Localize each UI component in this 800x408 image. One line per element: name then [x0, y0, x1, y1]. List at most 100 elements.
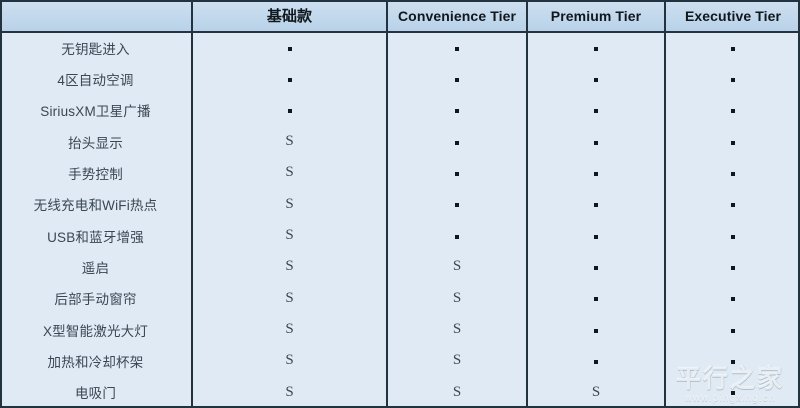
table-row: 无钥匙进入	[0, 32, 800, 64]
feature-label-cell: 电吸门	[0, 376, 193, 408]
standard-square-icon	[731, 140, 735, 145]
standard-square-icon	[455, 171, 459, 176]
value-cell-premium-tier	[527, 313, 666, 346]
value-cell-executive-tier	[665, 313, 800, 346]
value-cell-base-tier: S	[192, 345, 388, 377]
header-row: 基础款 Convenience Tier Premium Tier Execut…	[0, 0, 800, 33]
value-cell-premium-tier	[527, 345, 666, 377]
value-cell-base-tier	[192, 94, 388, 126]
header-cell-executive-tier: Executive Tier	[665, 0, 800, 33]
standard-square-icon	[455, 234, 459, 239]
table-row: SiriusXM卫星广播	[0, 94, 800, 126]
option-s-marker: S	[452, 352, 462, 369]
header-cell-base-tier: 基础款	[192, 0, 388, 33]
feature-label-cell: USB和蓝牙增强	[0, 219, 193, 252]
standard-square-icon	[731, 328, 735, 333]
value-cell-executive-tier	[665, 345, 800, 377]
standard-square-icon	[594, 109, 598, 114]
standard-square-icon	[731, 391, 735, 396]
standard-square-icon	[594, 140, 598, 145]
standard-square-icon	[455, 77, 459, 82]
standard-square-icon	[731, 77, 735, 82]
header-cell-convenience-tier: Convenience Tier	[387, 0, 528, 33]
feature-label-cell: 手势控制	[0, 157, 193, 189]
option-s-marker: S	[285, 133, 294, 150]
feature-label-cell: 无线充电和WiFi热点	[0, 188, 193, 220]
option-s-marker: S	[452, 289, 462, 306]
feature-label-cell: 加热和冷却杯架	[0, 345, 193, 377]
table-row: 无线充电和WiFi热点 S	[0, 188, 800, 220]
value-cell-premium-tier	[527, 282, 666, 314]
table-row: 手势控制 S	[0, 157, 800, 189]
feature-label-cell: 后部手动窗帘	[0, 282, 193, 314]
value-cell-convenience-tier	[387, 219, 528, 252]
value-cell-executive-tier	[665, 282, 800, 314]
value-cell-executive-tier	[665, 125, 800, 158]
value-cell-base-tier	[192, 32, 388, 64]
option-s-marker: S	[452, 383, 462, 400]
value-cell-premium-tier	[527, 94, 666, 126]
table-row: 后部手动窗帘 S S	[0, 282, 800, 314]
standard-square-icon	[594, 77, 598, 82]
value-cell-base-tier: S	[192, 157, 388, 189]
standard-square-icon	[594, 265, 598, 270]
feature-label-cell: SiriusXM卫星广播	[0, 94, 193, 126]
value-cell-convenience-tier: S	[387, 251, 528, 283]
standard-square-icon	[594, 328, 598, 333]
option-s-marker: S	[285, 195, 294, 212]
standard-square-icon	[731, 171, 735, 176]
standard-square-icon	[287, 47, 292, 52]
value-cell-executive-tier	[665, 251, 800, 283]
table-header: 基础款 Convenience Tier Premium Tier Execut…	[0, 0, 800, 33]
option-s-marker: S	[452, 321, 462, 338]
option-s-marker: S	[452, 258, 462, 275]
table-row: 电吸门 S S S	[0, 376, 800, 408]
standard-square-icon	[731, 359, 735, 364]
option-s-marker: S	[285, 321, 294, 338]
value-cell-executive-tier	[665, 157, 800, 189]
standard-square-icon	[594, 297, 598, 302]
standard-square-icon	[287, 77, 292, 82]
option-s-marker: S	[285, 289, 294, 306]
table-row: X型智能激光大灯 S S	[0, 313, 800, 346]
standard-square-icon	[455, 109, 459, 114]
standard-square-icon	[594, 234, 598, 239]
value-cell-base-tier: S	[192, 251, 388, 283]
value-cell-convenience-tier	[387, 63, 528, 95]
value-cell-base-tier: S	[192, 188, 388, 220]
value-cell-premium-tier	[527, 251, 666, 283]
value-cell-executive-tier	[665, 188, 800, 220]
table-row: 4区自动空调	[0, 63, 800, 95]
value-cell-convenience-tier	[387, 32, 528, 64]
standard-square-icon	[731, 109, 735, 114]
value-cell-base-tier: S	[192, 219, 388, 252]
standard-square-icon	[455, 140, 459, 145]
standard-square-icon	[731, 234, 735, 239]
value-cell-premium-tier	[527, 188, 666, 220]
header-cell-feature-column	[0, 0, 193, 33]
value-cell-premium-tier: S	[527, 376, 666, 408]
table-row: 抬头显示 S	[0, 125, 800, 158]
option-s-marker: S	[591, 383, 601, 400]
value-cell-convenience-tier	[387, 94, 528, 126]
value-cell-convenience-tier: S	[387, 345, 528, 377]
standard-square-icon	[287, 109, 292, 114]
table-row: 遥启 S S	[0, 251, 800, 283]
standard-square-icon	[594, 171, 598, 176]
value-cell-base-tier: S	[192, 125, 388, 158]
table-row: 加热和冷却杯架 S S	[0, 345, 800, 377]
value-cell-executive-tier	[665, 63, 800, 95]
value-cell-premium-tier	[527, 219, 666, 252]
option-s-marker: S	[285, 352, 294, 369]
value-cell-executive-tier	[665, 376, 800, 408]
value-cell-base-tier	[192, 63, 388, 95]
value-cell-executive-tier	[665, 219, 800, 252]
value-cell-premium-tier	[527, 157, 666, 189]
feature-label-cell: X型智能激光大灯	[0, 313, 193, 346]
standard-square-icon	[594, 359, 598, 364]
value-cell-convenience-tier: S	[387, 376, 528, 408]
standard-square-icon	[455, 47, 459, 52]
value-cell-executive-tier	[665, 32, 800, 64]
